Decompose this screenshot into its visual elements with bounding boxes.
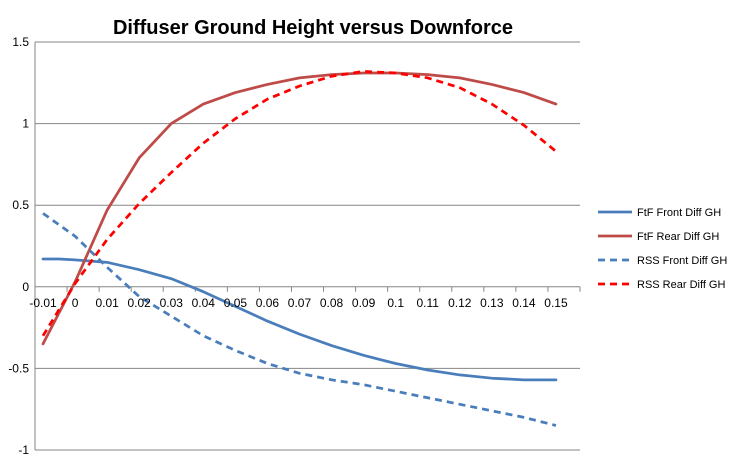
x-tick-label: 0.06 — [256, 296, 280, 310]
tick-labels: -1-0.500.511.5-0.01 0 0.01 0.02 0.03 0.04 0.05… — [8, 35, 568, 457]
x-tick-label: 0.02 — [128, 296, 152, 310]
y-tick-label: -0.5 — [8, 361, 29, 375]
x-tick-label: 0.11 — [416, 296, 439, 310]
y-tick-label: 1 — [22, 117, 29, 131]
x-tick-label: 0 — [72, 296, 79, 310]
series-line — [42, 212, 557, 427]
x-tick-label: 0.09 — [352, 296, 376, 310]
x-tick-label: 0.01 — [95, 296, 119, 310]
legend-label: FtF Front Diff GH — [637, 207, 721, 219]
x-tick-label: 0.14 — [512, 296, 536, 310]
axes — [34, 42, 581, 450]
x-tick-label: 0.15 — [544, 296, 568, 310]
y-tick-label: 0 — [22, 280, 29, 294]
gridlines — [35, 41, 580, 451]
x-tick-label: 0.07 — [288, 296, 312, 310]
x-tick-label: 0.05 — [224, 296, 248, 310]
legend-label: RSS Front Diff GH — [637, 255, 727, 267]
y-tick-label: 0.5 — [12, 198, 29, 212]
x-tick-label: 0.04 — [192, 296, 216, 310]
chart-title: Diffuser Ground Height versus Downforce — [113, 17, 513, 39]
x-tick-label: 0.03 — [160, 296, 184, 310]
x-tick-label: 0.13 — [480, 296, 504, 310]
series-line — [41, 71, 558, 346]
y-tick-label: -1 — [18, 443, 29, 457]
x-tick-label: 0.12 — [448, 296, 472, 310]
series-line — [41, 70, 557, 337]
x-tick-label: 0.1 — [387, 296, 404, 310]
x-tick-label: -0.01 — [29, 296, 57, 310]
legend-label: RSS Rear Diff GH — [637, 279, 725, 291]
legend: FtF Front Diff GH FtF Rear Diff GH RSS Fro… — [598, 207, 727, 291]
x-tick-label: 0.08 — [320, 296, 344, 310]
y-tick-label: 1.5 — [12, 35, 29, 49]
legend-label: FtF Rear Diff GH — [637, 231, 719, 243]
series-lines — [41, 70, 558, 427]
